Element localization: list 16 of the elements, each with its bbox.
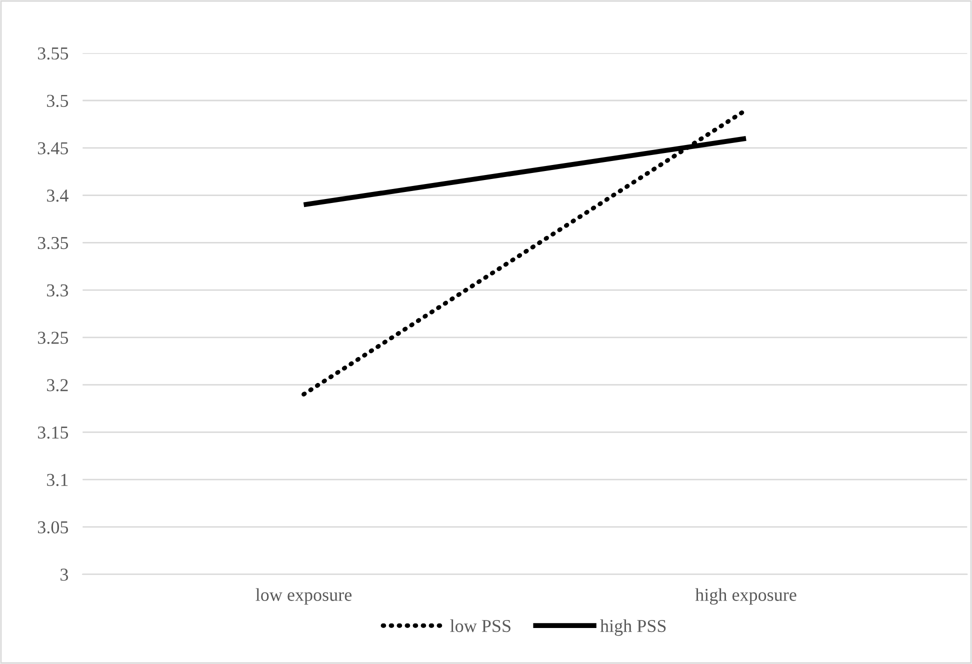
legend-label: low PSS — [450, 619, 510, 632]
y-tick-label: 3.5 — [47, 94, 68, 108]
x-tick-label: high exposure — [695, 588, 796, 605]
y-tick-label: 3.25 — [38, 332, 68, 344]
y-tick-label: 3 — [60, 568, 68, 581]
y-tick-label: 3.35 — [38, 236, 68, 250]
y-tick-label: 3.45 — [38, 142, 68, 154]
y-tick-label: 3.1 — [47, 474, 68, 486]
y-tick-label: 3.2 — [47, 379, 68, 392]
x-tick-label: low exposure — [256, 588, 352, 605]
y-tick-label: 3.3 — [47, 284, 68, 297]
y-tick-label: 3.4 — [47, 190, 68, 202]
legend-label: high PSS — [600, 619, 666, 636]
y-tick-label: 3.15 — [38, 426, 68, 439]
y-tick-label: 3.55 — [38, 47, 68, 60]
y-tick-label: 3.05 — [38, 521, 68, 534]
